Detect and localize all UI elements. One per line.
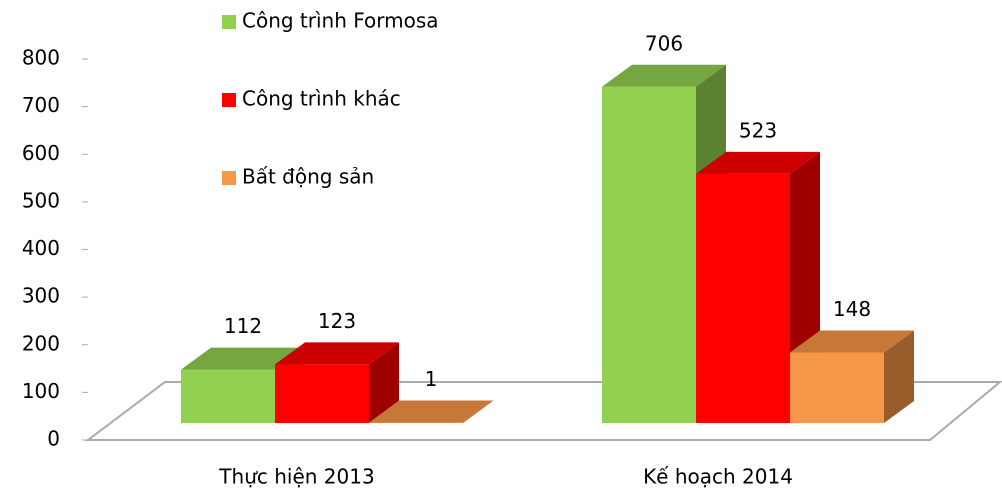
y-tick-label: 500 <box>22 188 60 212</box>
floor <box>85 381 1002 441</box>
bar <box>602 86 696 423</box>
bar-top <box>602 64 726 87</box>
bar-top <box>790 330 914 353</box>
y-tick-label: 700 <box>22 93 60 117</box>
x-tick-label: Thực hiện 2013 <box>218 465 374 489</box>
bar-top <box>275 342 399 365</box>
y-tick-label: 400 <box>22 236 60 260</box>
value-label: 706 <box>645 31 683 55</box>
y-tick-label: 300 <box>22 284 60 308</box>
legend-swatch <box>222 93 236 107</box>
bar-top <box>369 400 493 423</box>
y-tick-label: 100 <box>22 379 60 403</box>
bar <box>181 369 275 423</box>
value-label: 148 <box>833 297 871 321</box>
bar-side <box>369 342 399 423</box>
y-tick-label: 600 <box>22 141 60 165</box>
bar-side <box>463 400 493 423</box>
bar-top <box>181 347 305 370</box>
legend-label: Công trình khác <box>242 87 401 111</box>
x-tick-label: Kế hoạch 2014 <box>643 465 793 489</box>
bar <box>696 173 790 423</box>
legend-swatch <box>222 15 236 29</box>
bar <box>275 364 369 423</box>
value-label: 523 <box>739 118 777 142</box>
value-label: 123 <box>318 309 356 333</box>
value-label: 1 <box>425 367 438 391</box>
legend-swatch <box>222 171 236 185</box>
legend-label: Bất động sản <box>242 165 374 189</box>
y-tick-label: 0 <box>47 427 60 451</box>
bar <box>790 352 884 423</box>
value-label: 112 <box>224 314 262 338</box>
legend-label: Công trình Formosa <box>242 9 439 33</box>
bar-side <box>884 330 914 423</box>
bar-top <box>696 151 820 174</box>
y-tick-label: 800 <box>22 46 60 70</box>
y-tick-label: 200 <box>22 331 60 355</box>
